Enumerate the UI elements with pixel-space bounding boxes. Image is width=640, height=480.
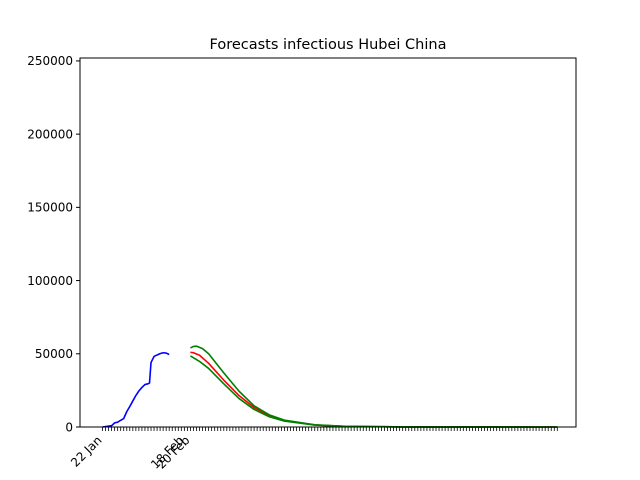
chart-title: Forecasts infectious Hubei China [210, 37, 447, 53]
y-tick-label: 100000 [27, 274, 73, 288]
y-tick-label: 250000 [27, 54, 73, 68]
y-tick-label: 150000 [27, 201, 73, 215]
x-tick-label: 22 Jan [68, 433, 104, 469]
y-tick-label: 0 [65, 420, 73, 434]
y-tick-label: 200000 [27, 127, 73, 141]
y-tick-label: 50000 [35, 347, 73, 361]
plot-frame [79, 57, 577, 428]
series-layer [102, 345, 558, 428]
series-line-2 [190, 345, 558, 428]
series-line-0 [102, 351, 170, 428]
y-axis: 0 50000 100000 150000 200000 250000 [27, 54, 80, 434]
series-line-1 [190, 351, 558, 428]
series-line-3 [190, 355, 558, 428]
